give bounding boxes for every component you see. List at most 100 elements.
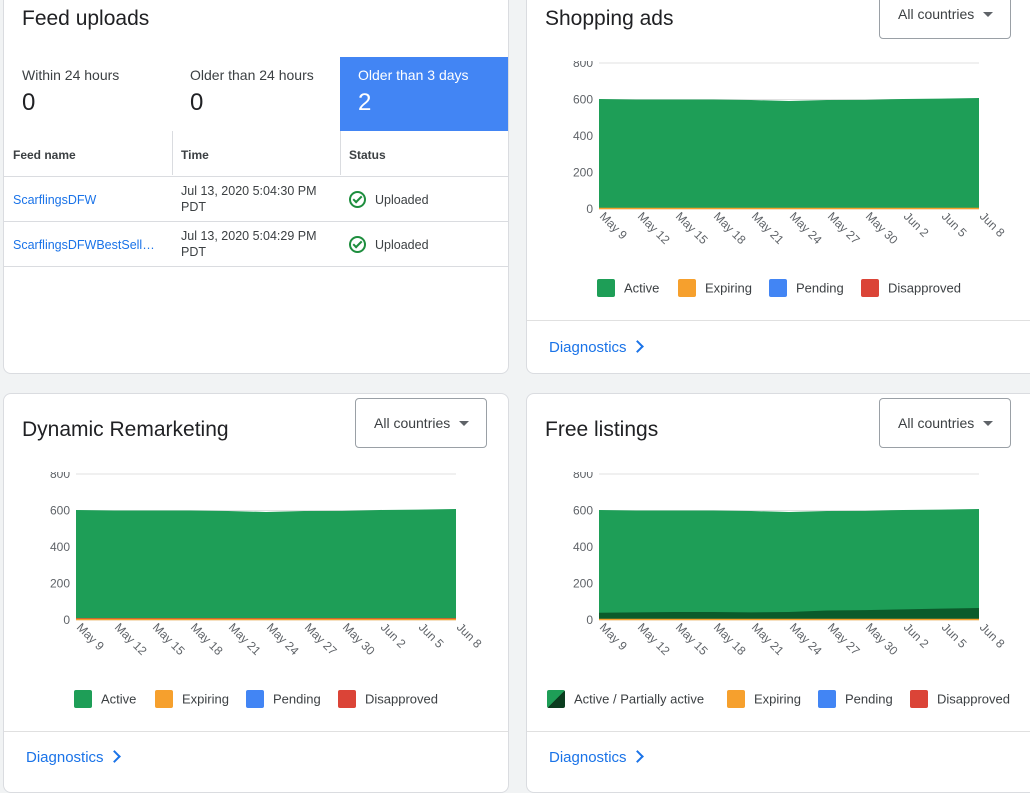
legend-swatch [727, 690, 745, 708]
stat-label: Within 24 hours [22, 67, 120, 83]
stat-label: Older than 24 hours [190, 67, 314, 83]
x-tick-label: May 9 [597, 620, 630, 653]
legend-item[interactable]: Expiring [155, 690, 229, 709]
legend-item[interactable]: Disapproved [861, 279, 961, 298]
legend-swatch [769, 279, 787, 297]
dropdown-value: All countries [374, 415, 451, 431]
upload-stats: Within 24 hours 0 Older than 24 hours 0 … [4, 57, 508, 131]
country-dropdown[interactable]: All countries [879, 0, 1011, 39]
column-header-status[interactable]: Status [349, 148, 386, 162]
y-tick-label: 200 [50, 577, 70, 591]
legend-label: Expiring [754, 691, 801, 707]
divider [527, 320, 1030, 321]
upload-status: Uploaded [349, 236, 429, 254]
stat-older-24h[interactable]: Older than 24 hours 0 [172, 57, 340, 131]
feed-uploads-card: Feed uploads Within 24 hours 0 Older tha… [3, 0, 509, 374]
diagnostics-label: Diagnostics [549, 339, 627, 356]
area-active-partially-active [599, 509, 979, 620]
x-tick-label: Jun 8 [977, 209, 1008, 240]
diagnostics-link[interactable]: Diagnostics [549, 339, 644, 356]
x-tick-label: May 12 [112, 620, 150, 658]
legend-swatch [678, 279, 696, 297]
y-tick-label: 600 [573, 93, 593, 107]
legend-item[interactable]: Active / Partially active [547, 690, 705, 709]
country-dropdown[interactable]: All countries [879, 398, 1011, 448]
legend-label: Disapproved [888, 280, 961, 296]
stat-older-3-days[interactable]: Older than 3 days 2 [340, 57, 508, 131]
legend-label: Active / Partially active [574, 691, 705, 707]
x-tick-label: May 15 [150, 620, 188, 658]
feed-name-link[interactable]: ScarflingsDFW [13, 193, 97, 207]
y-tick-label: 600 [50, 504, 70, 518]
stat-within-24h[interactable]: Within 24 hours 0 [4, 57, 172, 131]
stat-value: 0 [190, 89, 204, 116]
free-listings-card: Free listings All countries 0 200 400 600 80… [526, 393, 1030, 793]
legend-item[interactable]: Active [74, 690, 137, 709]
y-tick-label: 0 [586, 613, 593, 627]
upload-time-line2: PDT [181, 200, 206, 214]
chevron-right-icon [630, 340, 644, 353]
x-tick-label: May 12 [635, 620, 673, 658]
chevron-right-icon [107, 750, 121, 763]
legend-swatch [547, 690, 565, 708]
legend-swatch [910, 690, 928, 708]
y-tick-label: 600 [573, 504, 593, 518]
feed-name-link[interactable]: ScarflingsDFWBestSell… [13, 238, 155, 252]
stat-value: 2 [358, 89, 372, 116]
diagnostics-link[interactable]: Diagnostics [549, 749, 644, 766]
check-circle-icon [349, 236, 366, 253]
legend-label: Pending [796, 280, 844, 296]
legend-item[interactable]: Expiring [727, 690, 801, 709]
legend-item[interactable]: Disapproved [910, 690, 1010, 709]
y-tick-label: 0 [63, 613, 70, 627]
x-tick-label: May 24 [787, 620, 825, 658]
x-tick-label: May 27 [825, 620, 863, 658]
x-tick-label: May 9 [597, 209, 630, 242]
stat-value: 0 [22, 89, 36, 116]
country-dropdown[interactable]: All countries [355, 398, 487, 448]
x-tick-label: May 30 [340, 620, 378, 658]
x-tick-label: Jun 5 [416, 620, 447, 651]
caret-down-icon [459, 421, 469, 426]
status-label: Uploaded [375, 192, 429, 207]
legend-label: Disapproved [937, 691, 1010, 707]
shopping-ads-card: Shopping ads All countries 0 200 400 600 800… [526, 0, 1030, 374]
divider [4, 731, 508, 732]
chevron-right-icon [630, 750, 644, 763]
y-tick-label: 400 [50, 540, 70, 554]
x-tick-label: Jun 5 [939, 620, 970, 651]
column-divider [172, 131, 173, 175]
feed-uploads-title: Feed uploads [22, 7, 150, 30]
legend-label: Active [101, 691, 137, 707]
area-active [599, 98, 979, 209]
column-header-feed-name[interactable]: Feed name [13, 148, 76, 162]
x-tick-label: May 21 [226, 620, 264, 658]
y-tick-label: 400 [573, 129, 593, 143]
dynamic-remarketing-card: Dynamic Remarketing All countries 0 200 40… [3, 393, 509, 793]
y-tick-label: 200 [573, 166, 593, 180]
legend-item[interactable]: Disapproved [338, 690, 438, 709]
legend-item[interactable]: Pending [818, 690, 893, 709]
divider [527, 731, 1030, 732]
legend-item[interactable]: Expiring [678, 279, 752, 298]
x-tick-label: Jun 2 [378, 620, 409, 651]
upload-time-line2: PDT [181, 245, 206, 259]
column-header-time[interactable]: Time [181, 148, 209, 162]
legend-label: Expiring [705, 280, 752, 296]
legend-label: Pending [845, 691, 893, 707]
x-tick-label: May 18 [711, 620, 749, 658]
legend-item[interactable]: Active [597, 279, 659, 298]
legend-item[interactable]: Pending [769, 279, 844, 298]
x-tick-label: May 21 [749, 209, 787, 247]
stat-label: Older than 3 days [358, 67, 469, 83]
upload-time-line1: Jul 13, 2020 5:04:30 PM [181, 184, 317, 198]
dropdown-value: All countries [898, 415, 975, 431]
x-tick-label: May 27 [302, 620, 340, 658]
x-tick-label: May 15 [673, 620, 711, 658]
diagnostics-link[interactable]: Diagnostics [26, 749, 121, 766]
legend-item[interactable]: Pending [246, 690, 321, 709]
x-tick-label: May 18 [188, 620, 226, 658]
status-label: Uploaded [375, 237, 429, 252]
